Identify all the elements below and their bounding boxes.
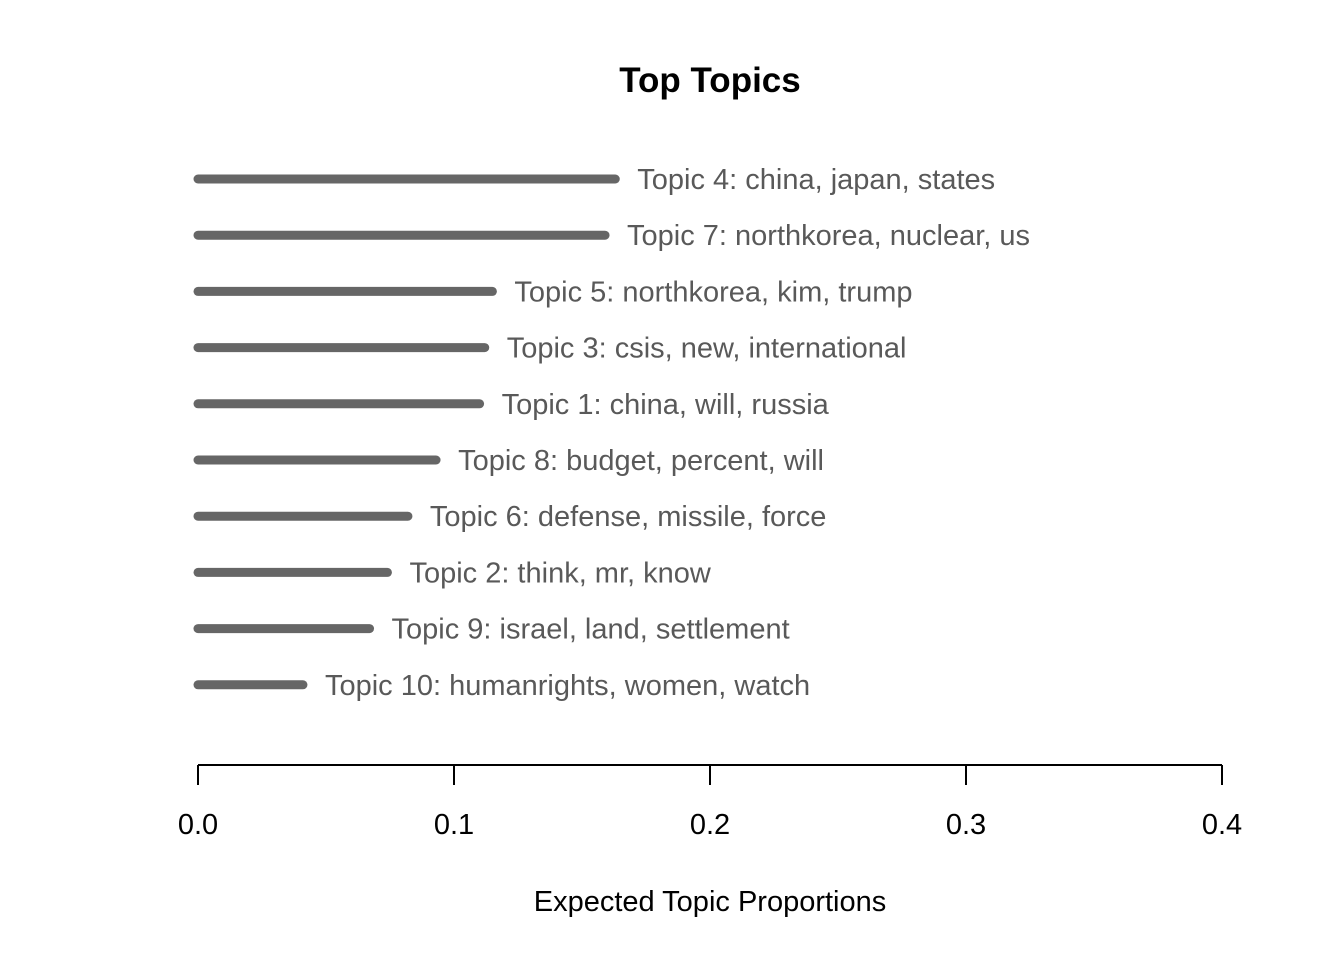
bar-label-10: Topic 10: humanrights, women, watch — [325, 670, 810, 702]
bar-label-5: Topic 1: china, will, russia — [502, 389, 830, 421]
x-tick-label-4: 0.4 — [1202, 809, 1242, 841]
bars-group — [193, 174, 620, 690]
bar-label-4: Topic 3: csis, new, international — [507, 333, 907, 365]
x-axis: 0.0 0.1 0.2 0.3 0.4 — [178, 764, 1242, 841]
chart-title: Top Topics — [619, 61, 800, 100]
x-tick-label-0: 0.0 — [178, 809, 218, 841]
x-tick-label-2: 0.2 — [690, 809, 730, 841]
bar-label-7: Topic 6: defense, missile, force — [430, 501, 827, 533]
bar-label-9: Topic 9: israel, land, settlement — [392, 614, 790, 646]
bar-label-2: Topic 7: northkorea, nuclear, us — [627, 220, 1030, 252]
bar-label-8: Topic 2: think, mr, know — [409, 557, 711, 589]
bar-label-1: Topic 4: china, japan, states — [637, 164, 995, 196]
x-axis-title: Expected Topic Proportions — [534, 886, 887, 918]
x-axis-ticks: 0.0 0.1 0.2 0.3 0.4 — [178, 765, 1242, 841]
bar-label-3: Topic 5: northkorea, kim, trump — [514, 276, 912, 308]
x-tick-label-3: 0.3 — [946, 809, 986, 841]
x-tick-label-1: 0.1 — [434, 809, 474, 841]
bar-labels-group: Topic 4: china, japan, states Topic 7: no… — [325, 164, 1030, 702]
bar-label-6: Topic 8: budget, percent, will — [458, 445, 824, 477]
